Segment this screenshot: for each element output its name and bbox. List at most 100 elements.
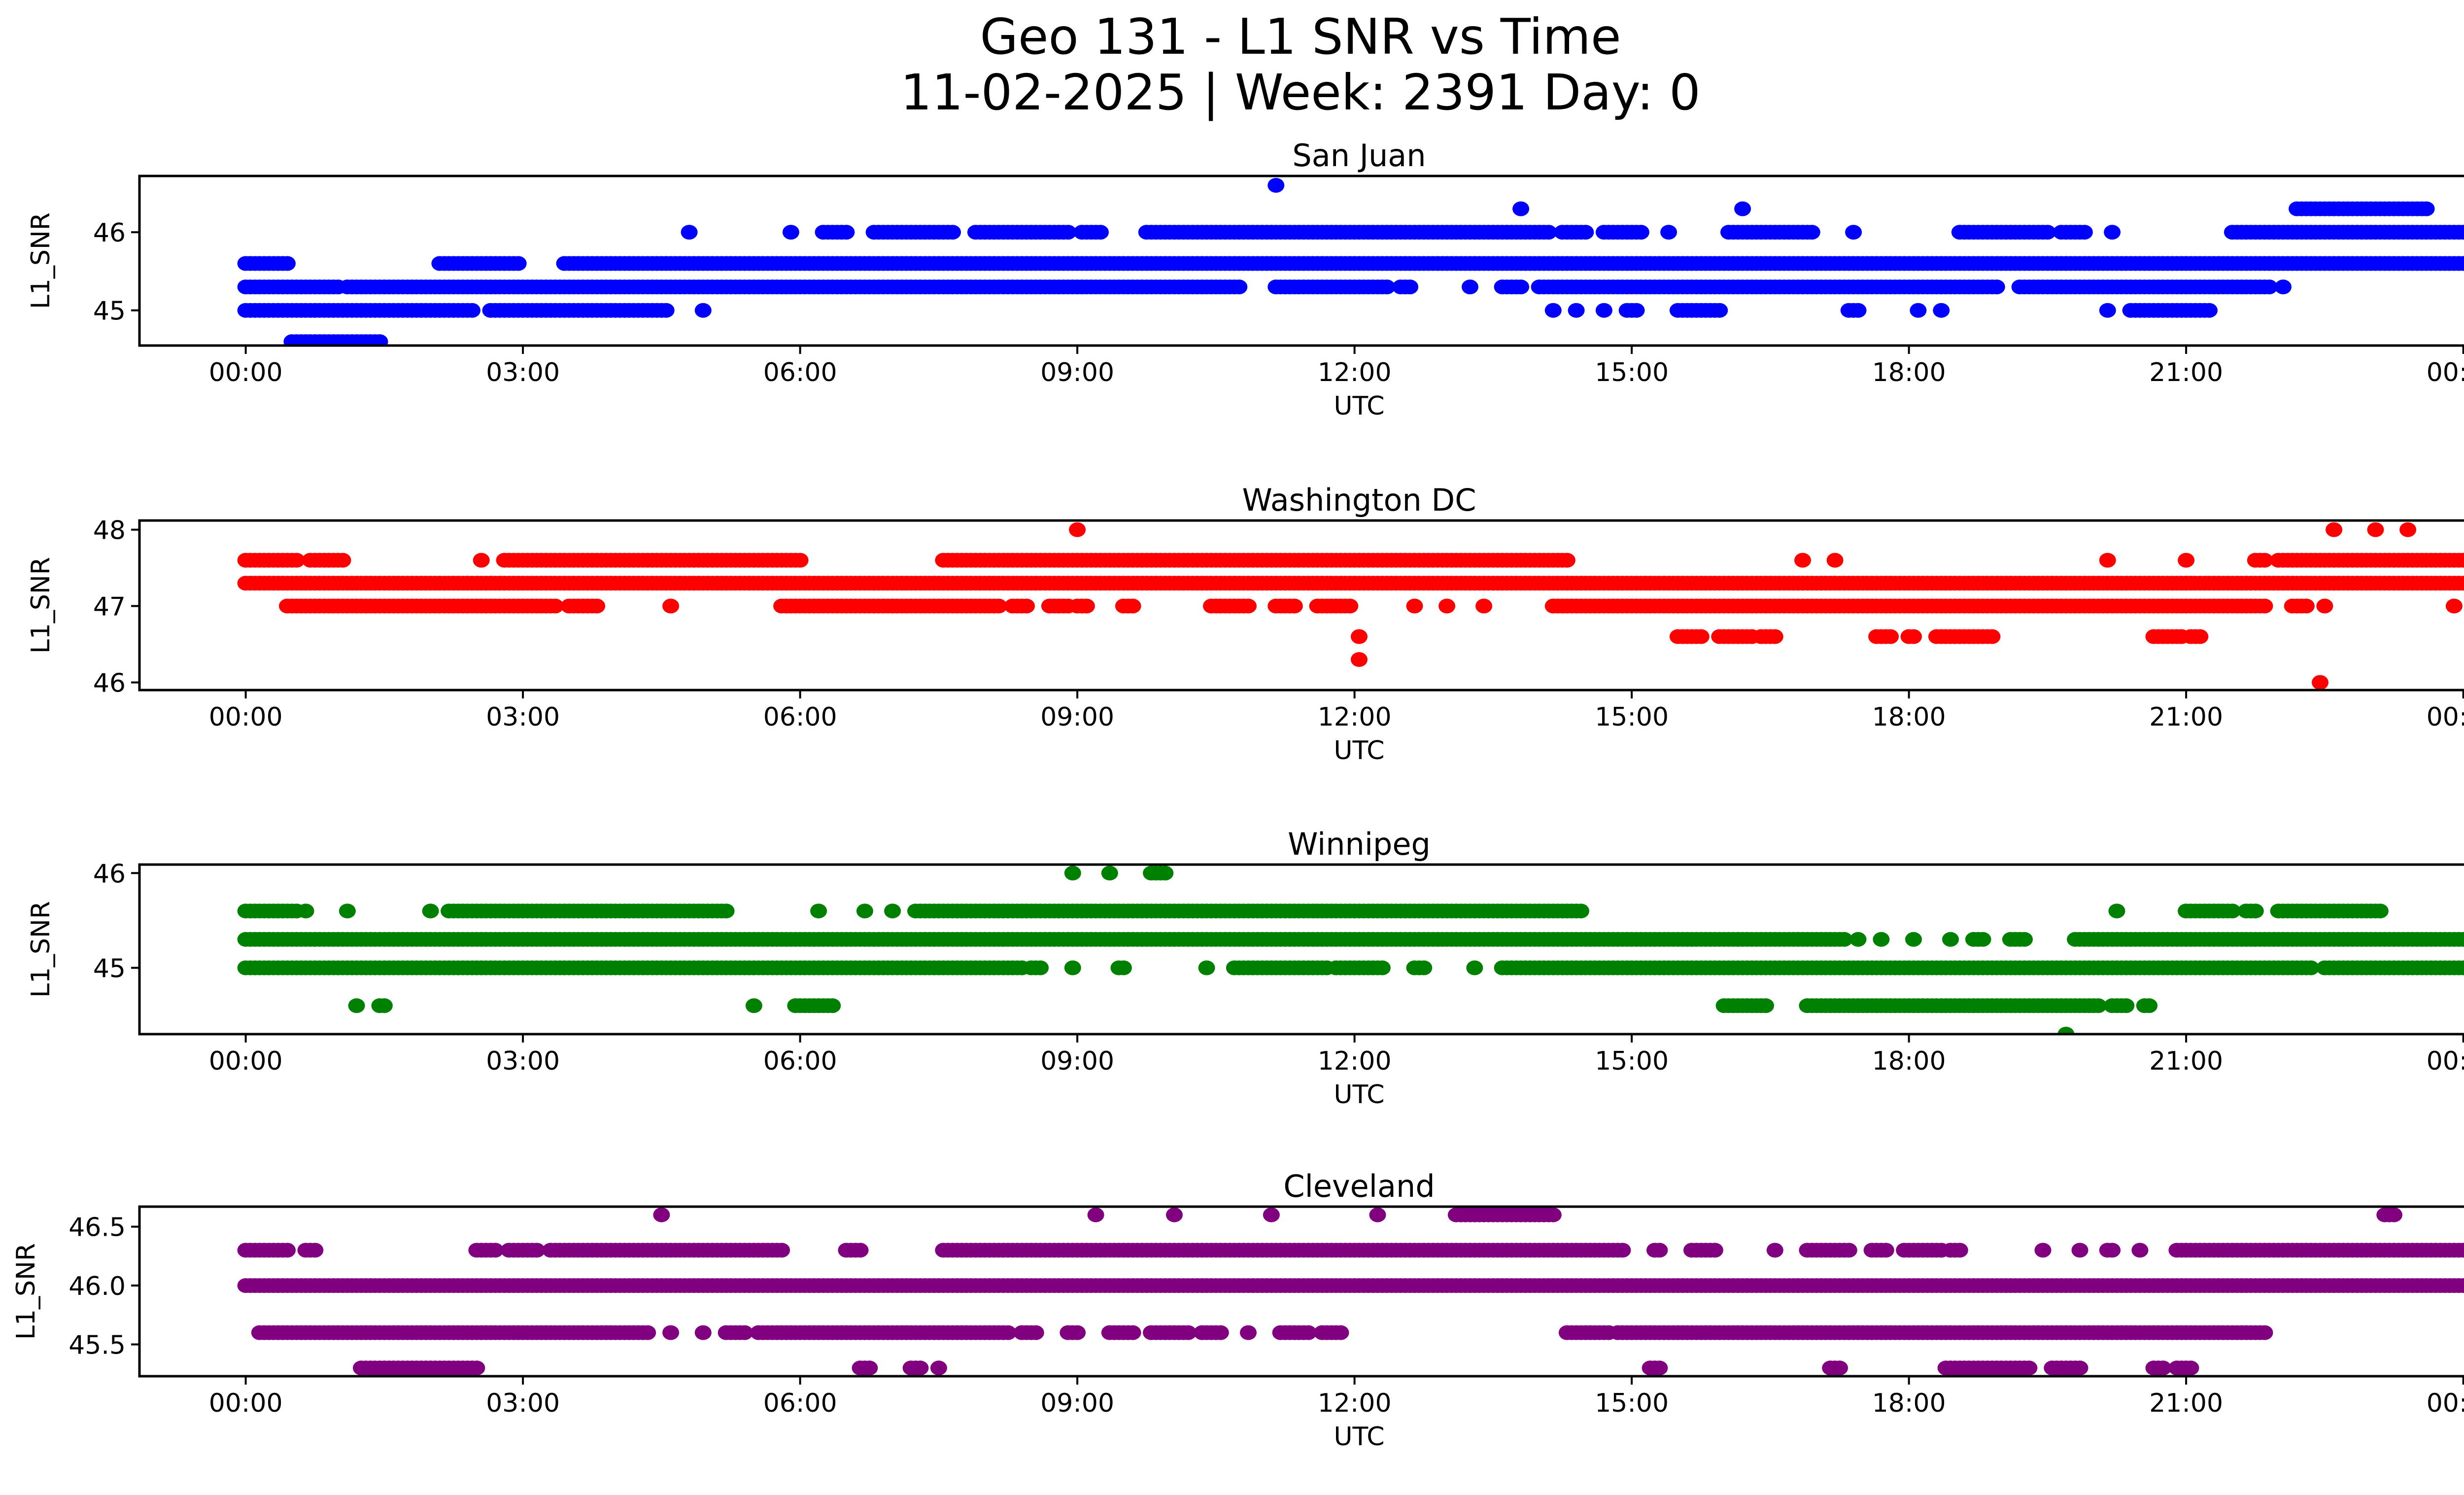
scatter-run bbox=[2034, 1243, 2052, 1258]
x-tick-label: 12:00 bbox=[1318, 702, 1392, 732]
data-point bbox=[2118, 998, 2135, 1013]
scatter-run bbox=[2099, 553, 2116, 568]
data-point bbox=[810, 904, 827, 919]
data-point bbox=[2099, 553, 2116, 568]
scatter-run bbox=[1900, 629, 1922, 644]
data-point bbox=[1475, 598, 1493, 614]
data-point bbox=[1706, 1243, 1723, 1258]
scatter-run bbox=[1799, 1243, 1857, 1258]
scatter-run bbox=[283, 334, 388, 346]
scatter-run bbox=[662, 1325, 680, 1340]
scatter-run bbox=[1558, 1325, 1617, 1340]
scatter-run bbox=[2182, 629, 2209, 644]
scatter-run bbox=[2316, 960, 2464, 975]
scatter-run bbox=[1669, 629, 1710, 644]
data-point bbox=[1614, 1243, 1631, 1258]
data-point bbox=[348, 998, 365, 1013]
scatter-run bbox=[237, 1278, 2464, 1293]
data-point bbox=[1415, 960, 1433, 975]
figure-title-line-2: 11-02-2025 | Week: 2391 Day: 0 bbox=[900, 64, 1701, 121]
data-point bbox=[1512, 201, 1530, 216]
scatter-run bbox=[694, 1325, 712, 1340]
data-point bbox=[1166, 1207, 1183, 1222]
data-point bbox=[1849, 932, 1867, 947]
scatter-run bbox=[916, 279, 1248, 295]
data-point bbox=[1240, 598, 1257, 614]
data-point bbox=[1905, 629, 1922, 644]
scatter-run bbox=[523, 598, 564, 614]
x-tick-label: 15:00 bbox=[1595, 1046, 1669, 1076]
subplot-title: Cleveland bbox=[1283, 1168, 1435, 1204]
scatter-run bbox=[1873, 932, 1890, 947]
scatter-run bbox=[1194, 1325, 1229, 1340]
scatter-run bbox=[486, 904, 735, 919]
data-point bbox=[2455, 1243, 2464, 1258]
data-point bbox=[307, 1243, 324, 1258]
x-axis-label: UTC bbox=[1334, 391, 1384, 421]
x-tick-label: 00:00 bbox=[209, 702, 283, 732]
data-point bbox=[2108, 904, 2125, 919]
scatter-run bbox=[2316, 598, 2333, 614]
data-point bbox=[2275, 279, 2292, 295]
data-point bbox=[773, 1243, 790, 1258]
scatter-run bbox=[2178, 553, 2195, 568]
scatter-run bbox=[2131, 1243, 2149, 1258]
scatter-run bbox=[1494, 279, 1530, 295]
scatter-run bbox=[1060, 1325, 1086, 1340]
data-point bbox=[2455, 553, 2464, 568]
subplot-title: San Juan bbox=[1292, 138, 1426, 174]
y-tick-label: 45 bbox=[93, 954, 126, 983]
axes-frame bbox=[138, 863, 2464, 1036]
data-point bbox=[1544, 1207, 1562, 1222]
data-point bbox=[2418, 201, 2435, 216]
data-point bbox=[1910, 303, 1927, 318]
scatter-run bbox=[1849, 932, 1867, 947]
data-point bbox=[1877, 1243, 1894, 1258]
data-point bbox=[334, 553, 351, 568]
data-point bbox=[1905, 932, 1922, 947]
data-point bbox=[1734, 201, 1751, 216]
data-point bbox=[884, 904, 901, 919]
x-tick-label: 00:00 bbox=[209, 358, 283, 387]
data-point bbox=[1087, 1207, 1104, 1222]
data-point bbox=[1573, 904, 1589, 919]
data-point bbox=[1060, 225, 1077, 240]
data-point bbox=[1512, 279, 1530, 295]
scatter-run bbox=[1272, 1325, 1317, 1340]
data-point bbox=[1951, 1243, 1968, 1258]
scatter-run bbox=[1004, 598, 1035, 614]
data-point bbox=[824, 998, 841, 1013]
y-tick-label: 48 bbox=[93, 516, 126, 546]
x-tick-label: 09:00 bbox=[1040, 358, 1114, 387]
scatter-run bbox=[1351, 652, 1368, 667]
x-tick-label: 03:00 bbox=[486, 702, 560, 732]
scatter-run bbox=[2247, 553, 2273, 568]
data-point bbox=[2316, 598, 2333, 614]
scatter-run bbox=[556, 256, 2464, 271]
data-point bbox=[1466, 960, 1483, 975]
scatter-run bbox=[1595, 303, 1612, 318]
scatter-run bbox=[773, 598, 1007, 614]
scatter-run bbox=[2367, 522, 2384, 537]
x-tick-label: 03:00 bbox=[486, 358, 560, 387]
x-tick-label: 21:00 bbox=[2149, 702, 2223, 732]
data-point bbox=[791, 553, 809, 568]
data-point bbox=[653, 1207, 670, 1222]
data-point bbox=[1240, 1325, 1257, 1340]
data-point bbox=[662, 598, 680, 614]
x-tick-label: 00:00 bbox=[2427, 358, 2464, 387]
scatter-run bbox=[1267, 178, 1285, 193]
scatter-run bbox=[856, 904, 873, 919]
scatter-run bbox=[1868, 629, 1899, 644]
data-point bbox=[528, 1243, 546, 1258]
scatter-run bbox=[2044, 960, 2320, 975]
data-point bbox=[1660, 225, 1677, 240]
scatter-run bbox=[2399, 522, 2417, 537]
data-point bbox=[2016, 932, 2033, 947]
scatter-run bbox=[1965, 932, 1991, 947]
data-point bbox=[657, 303, 675, 318]
data-point bbox=[2034, 1243, 2052, 1258]
data-point bbox=[1378, 279, 1396, 295]
